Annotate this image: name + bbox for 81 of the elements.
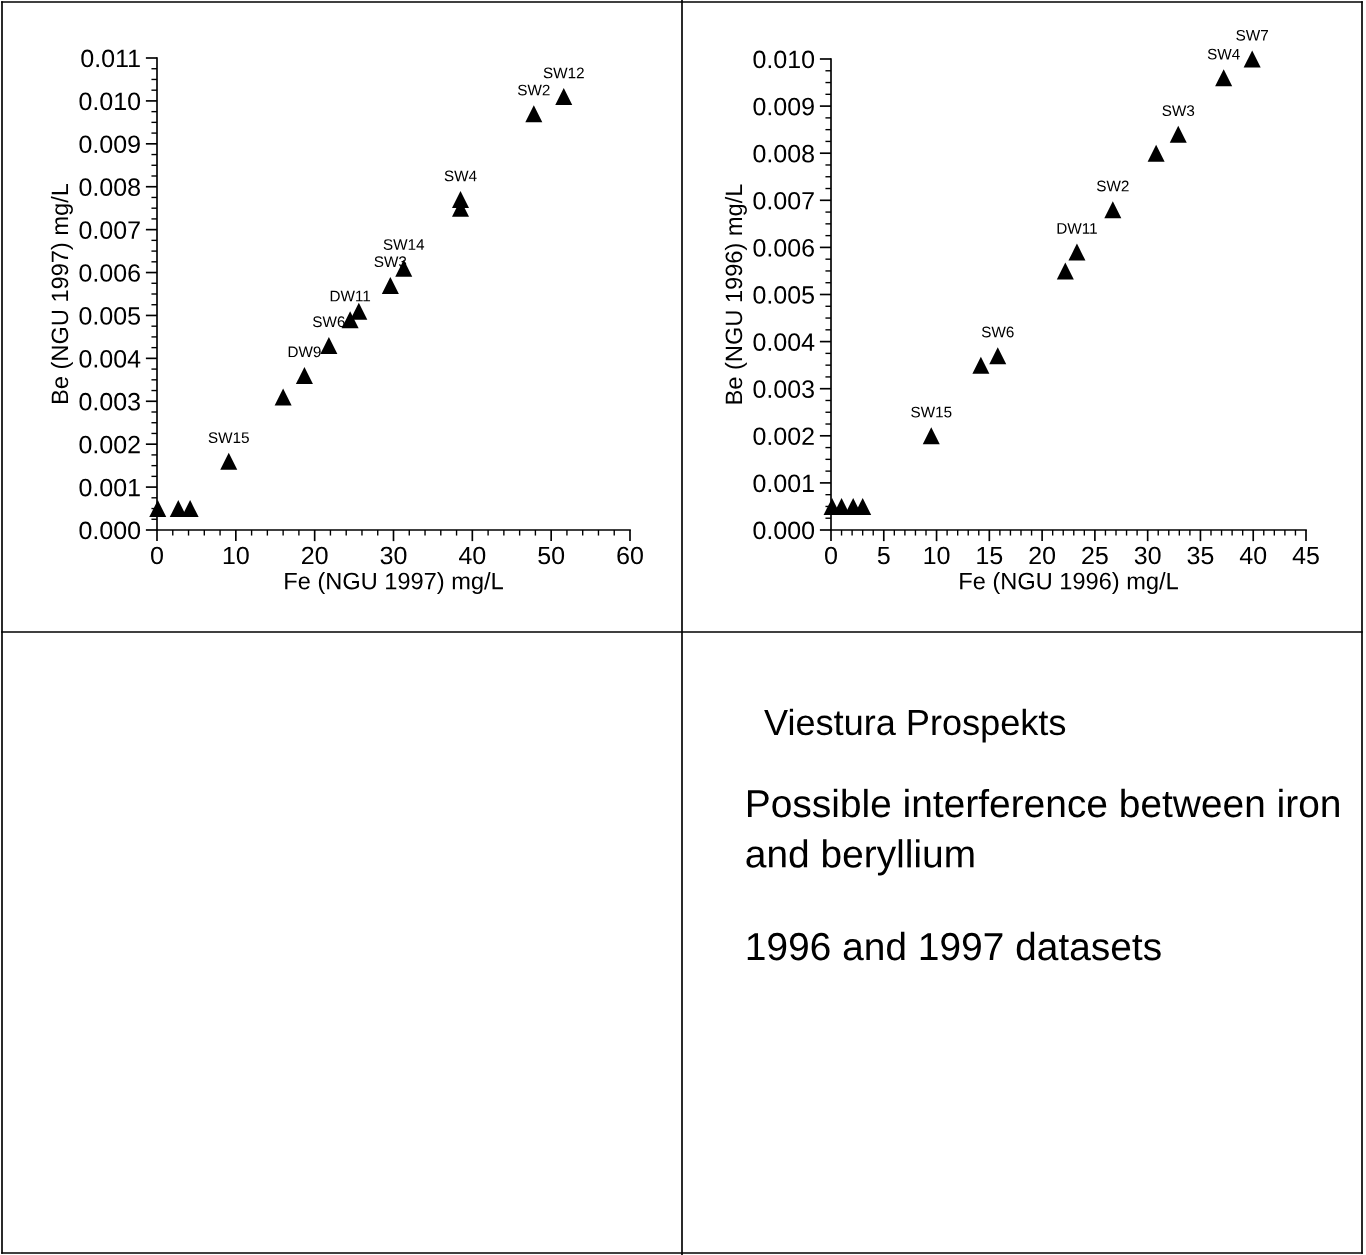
y-tick-label: 0.000 [753,521,815,540]
annotation: DW11 [330,290,371,302]
annotation: SW7 [1236,29,1268,41]
point [274,388,292,406]
annotation: SW14 [383,239,425,250]
y-tick-label: 0.000 [79,521,141,540]
y-axis-title: Be (NGU 1997) mg/L [50,183,73,403]
x-tick-label: 0 [825,546,837,565]
x-axis-title: Fe (NGU 1997) mg/L [285,572,503,595]
x-tick-label: 20 [302,546,328,565]
y-tick-label: 0.004 [79,349,141,368]
x-tick-label: 20 [1029,546,1056,565]
annotation: SW4 [444,170,477,182]
point [972,356,990,374]
y-tick-label: 0.005 [753,286,814,304]
point [922,427,940,445]
point [350,302,368,320]
y-tick-label: 0.009 [79,135,140,154]
point [1169,125,1187,143]
point [1215,69,1233,87]
y-tick-label: 0.010 [79,92,141,111]
annotation: SW2 [1096,180,1129,192]
point [320,336,338,354]
annotation: SW12 [543,67,584,79]
y-tick-label: 0.006 [753,239,814,257]
x-tick-label: 40 [459,546,486,565]
point [1068,243,1086,261]
point [1104,201,1122,219]
x-tick-label: 0 [151,546,163,565]
y-tick-label: 0.011 [81,49,140,68]
x-tick-label: 50 [538,546,565,565]
text: Viestura Prospekts [764,708,1066,743]
annotation: SW15 [208,432,249,444]
text: 1996 and 1997 datasets [747,931,1161,961]
y-tick-label: 0.006 [79,264,140,282]
x-tick-label: 30 [380,546,407,565]
y-tick-label: 0.009 [753,97,814,116]
annotation: SW2 [517,84,550,96]
point [1243,50,1261,68]
point [381,276,399,294]
y-tick-label: 0.007 [79,221,140,239]
y-tick-label: 0.010 [753,50,815,69]
x-tick-label: 45 [1292,546,1319,565]
x-tick-label: 25 [1082,546,1108,565]
point [295,367,313,385]
annotation: SW3 [1162,105,1195,117]
x-tick-label: 5 [877,546,890,565]
y-tick-label: 0.001 [79,478,140,497]
y-axis-title: Be (NGU 1996) mg/L [724,184,747,404]
point [149,500,167,518]
text: Possible interference between iron and beryllium [746,788,1339,876]
point [525,105,543,123]
x-tick-label: 30 [1134,546,1161,565]
point [555,88,573,106]
annotation: SW6 [313,316,345,328]
x-tick-label: 10 [924,546,950,565]
y-tick-label: 0.008 [753,144,814,163]
annotation: SW6 [981,326,1014,338]
y-tick-label: 0.004 [753,333,815,351]
y-tick-label: 0.003 [753,380,814,398]
annotation: SW15 [911,406,952,418]
annotation: DW9 [288,346,321,358]
y-tick-label: 0.002 [79,435,140,454]
x-tick-label: 40 [1239,546,1267,565]
point [1056,262,1074,280]
point [1147,144,1165,162]
x-tick-label: 10 [223,546,249,565]
annotation: DW11 [1057,223,1097,234]
y-tick-label: 0.005 [79,307,140,325]
x-axis-title: Fe (NGU 1996) mg/L [960,572,1178,595]
y-tick-label: 0.007 [753,191,814,210]
point [220,452,238,470]
y-tick-label: 0.001 [753,474,814,493]
x-tick-label: 15 [977,546,1003,565]
y-tick-label: 0.003 [79,392,140,411]
y-tick-label: 0.008 [79,178,140,197]
x-tick-label: 60 [617,546,643,565]
point [989,347,1007,365]
y-tick-label: 0.002 [753,427,814,446]
x-tick-label: 35 [1187,546,1214,565]
annotation: SW4 [1207,48,1240,60]
